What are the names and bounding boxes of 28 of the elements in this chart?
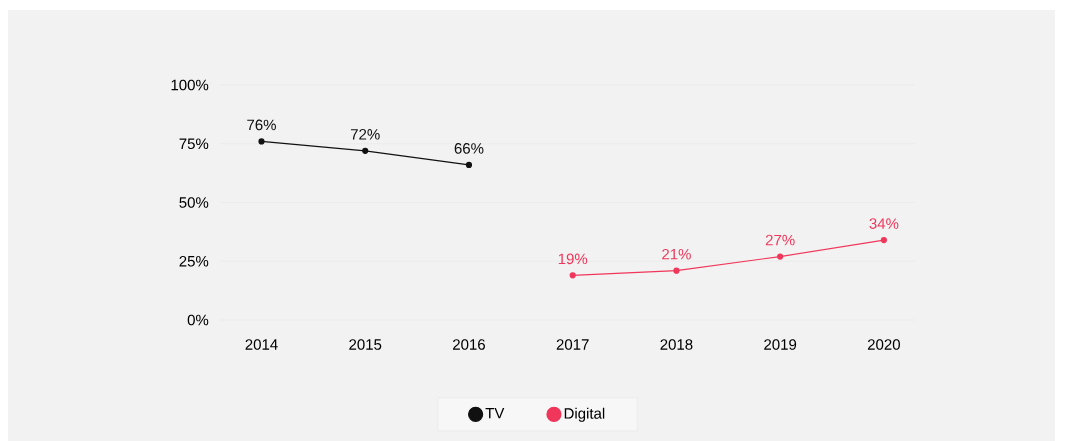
data-label: 19% — [558, 253, 588, 265]
data-label: 21% — [662, 248, 691, 260]
point — [258, 138, 265, 145]
point — [362, 147, 369, 154]
y-tick-label: 0% — [187, 314, 209, 326]
x-tick-label: 2016 — [453, 339, 485, 350]
y-tick-label: 25% — [179, 255, 209, 267]
data-label: 34% — [869, 218, 899, 229]
x-tick-label: 2019 — [764, 339, 797, 350]
point — [673, 267, 680, 274]
x-tick-label: 2017 — [556, 339, 589, 350]
legend-label: Digital — [564, 407, 605, 422]
x-tick-label: 2014 — [245, 339, 278, 350]
x-tick-label: 2015 — [349, 339, 382, 350]
data-label: 66% — [454, 143, 484, 154]
y-tick-label: 50% — [179, 197, 209, 208]
data-label: 76% — [247, 119, 276, 131]
x-tick-label: 2018 — [660, 339, 693, 350]
x-tick-label: 2020 — [867, 339, 900, 350]
y-tick-label: 100% — [171, 79, 209, 91]
point — [777, 253, 784, 260]
data-label: 27% — [765, 234, 795, 246]
data-label: 72% — [350, 129, 380, 140]
legend-label: TV — [485, 408, 505, 419]
point — [465, 161, 473, 168]
y-tick-label: 75% — [179, 138, 209, 150]
point — [880, 237, 887, 244]
point — [569, 272, 576, 279]
